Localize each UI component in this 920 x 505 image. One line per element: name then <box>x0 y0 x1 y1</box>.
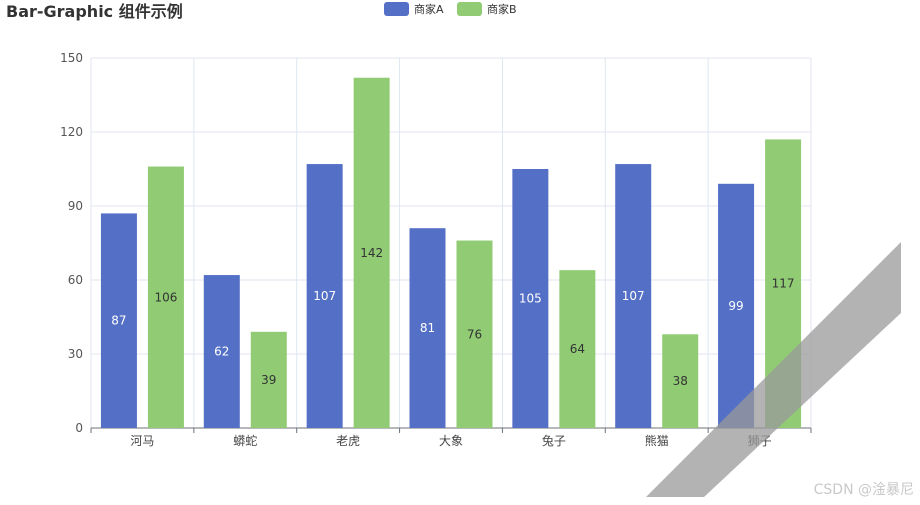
y-tick-label: 30 <box>68 347 83 361</box>
y-axis: 0 30 60 90 120 150 <box>60 51 83 435</box>
bar-value-label: 106 <box>154 290 177 304</box>
bar-value-label: 99 <box>728 299 743 313</box>
bar-a <box>615 164 652 429</box>
bar-a <box>100 213 137 428</box>
x-tick-label: 河马 <box>130 434 154 448</box>
bar-value-label: 142 <box>360 246 383 260</box>
bar-value-label: 87 <box>111 314 126 328</box>
bar-value-label: 107 <box>622 289 645 303</box>
legend-item-a[interactable]: 商家A <box>384 2 444 16</box>
bar-value-label: 39 <box>261 373 276 387</box>
y-tick-label: 120 <box>60 125 83 139</box>
bar-a <box>718 183 755 428</box>
legend-item-b[interactable]: 商家B <box>457 2 517 16</box>
watermark: CSDN @淦暴尼 <box>813 482 914 498</box>
y-tick-label: 60 <box>68 273 83 287</box>
bar-b <box>250 331 287 428</box>
y-tick-label: 150 <box>60 51 83 65</box>
bar-b <box>456 240 493 428</box>
bars <box>100 77 802 429</box>
bar-b <box>559 270 596 428</box>
x-tick-label: 大象 <box>439 434 463 448</box>
bar-b <box>147 166 184 429</box>
bar-value-label: 105 <box>519 292 542 306</box>
bar-b <box>353 77 390 428</box>
diagonal-stripe-overlay <box>646 242 901 497</box>
bar-a <box>203 275 240 428</box>
grid <box>90 57 812 428</box>
legend[interactable]: 商家A 商家B <box>384 2 517 16</box>
legend-swatch <box>457 2 482 16</box>
legend-swatch <box>384 2 409 16</box>
bar-value-label: 38 <box>673 374 688 388</box>
bar-value-label: 64 <box>570 342 585 356</box>
bar-a <box>512 169 549 428</box>
bar-value-label: 62 <box>214 345 229 359</box>
x-tick-label: 兔子 <box>542 433 566 448</box>
x-tick-label: 蟒蛇 <box>233 433 257 448</box>
bar-labels: 87 106 62 39 107 142 81 76 105 64 107 38 99 117 <box>111 246 794 388</box>
y-tick-label: 0 <box>75 421 83 435</box>
bar-b <box>662 334 699 428</box>
bar-value-label: 117 <box>772 277 795 291</box>
bar-value-label: 76 <box>467 327 482 341</box>
bar-value-label: 107 <box>313 289 336 303</box>
bar-a <box>306 164 343 429</box>
x-tick-label: 熊猫 <box>645 433 669 448</box>
chart-title: Bar-Graphic 组件示例 <box>6 2 183 21</box>
bar-value-label: 81 <box>420 321 435 335</box>
legend-label: 商家A <box>414 2 444 16</box>
legend-label: 商家B <box>487 2 517 16</box>
bar-a <box>409 228 446 428</box>
x-tick-label: 老虎 <box>336 434 360 448</box>
y-tick-label: 90 <box>68 199 83 213</box>
